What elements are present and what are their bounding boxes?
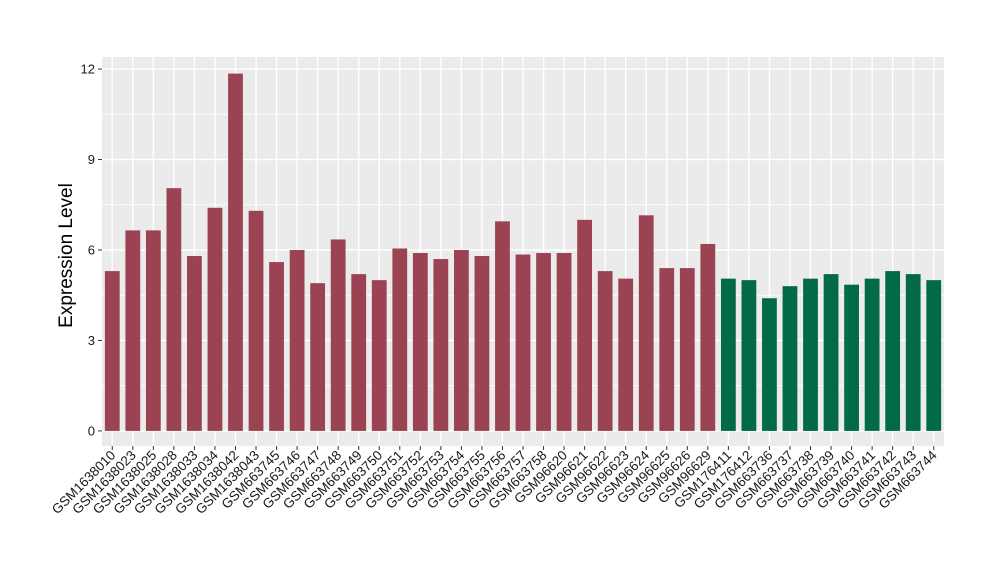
bar <box>803 278 818 431</box>
bar <box>823 274 839 431</box>
bar <box>495 221 510 431</box>
y-tick-label: 3 <box>88 333 95 348</box>
bar <box>330 239 346 431</box>
bar <box>433 259 449 431</box>
bar <box>597 271 613 431</box>
bar <box>166 188 182 431</box>
bar <box>638 215 654 431</box>
bar <box>864 278 880 431</box>
bar <box>556 253 572 431</box>
bar <box>228 73 243 431</box>
bar <box>310 283 326 431</box>
bar <box>474 256 490 431</box>
bar <box>392 248 408 431</box>
bar <box>145 230 161 431</box>
bar <box>371 280 387 431</box>
bar <box>700 243 716 431</box>
bar <box>905 274 921 431</box>
bar <box>515 254 531 431</box>
x-axis: GSM1638010GSM1638023GSM1638025GSM1638028… <box>49 446 940 517</box>
y-tick-label: 12 <box>81 62 95 77</box>
bar <box>269 262 284 431</box>
bar <box>187 256 202 431</box>
bar <box>351 274 367 431</box>
y-tick-label: 0 <box>88 423 95 438</box>
bar <box>289 249 305 431</box>
bar <box>248 210 264 431</box>
bar <box>207 207 223 431</box>
bar <box>104 271 120 431</box>
bar <box>618 278 634 431</box>
bar <box>659 268 675 431</box>
bar <box>125 230 141 431</box>
bars <box>104 73 942 431</box>
bar <box>536 253 551 431</box>
bar <box>720 278 736 431</box>
bar <box>453 249 469 431</box>
y-axis-title: Expression Level <box>56 183 77 328</box>
y-axis: 0 3 6 9 12 <box>81 62 102 438</box>
bar <box>741 280 757 431</box>
bar <box>679 268 695 431</box>
bar <box>782 286 798 431</box>
bar <box>926 280 942 431</box>
bar <box>885 271 901 431</box>
bar <box>577 219 593 431</box>
bar <box>844 284 859 431</box>
y-tick-label: 9 <box>88 152 95 167</box>
bar <box>762 298 777 431</box>
y-tick-label: 6 <box>88 242 95 257</box>
bar <box>412 253 428 431</box>
